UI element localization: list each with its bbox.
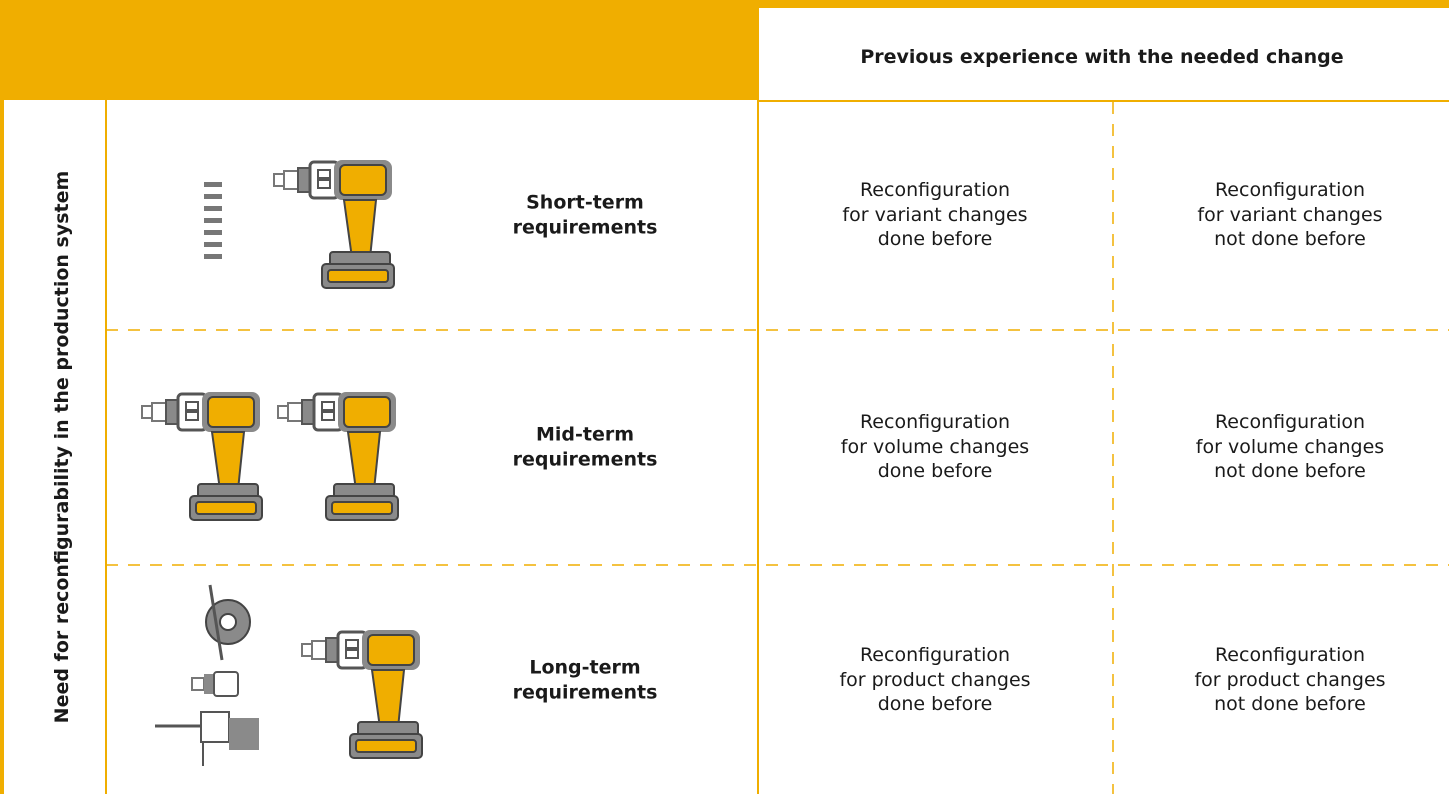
cell-text: Reconfiguration for variant changes done b… bbox=[842, 178, 1027, 252]
row-label-line: Long-term bbox=[529, 656, 641, 679]
cell-text-line: Reconfiguration bbox=[1214, 178, 1366, 201]
cell-text: Reconfiguration for volume changes not don… bbox=[1196, 410, 1384, 484]
cell-text-line: not done before bbox=[1214, 228, 1366, 251]
cell-text-line: for volume changes bbox=[1195, 435, 1385, 458]
row-label: Long-term requirements bbox=[513, 655, 658, 704]
side-label: Need for reconfigurability in the produc… bbox=[51, 170, 73, 724]
cell-text-line: Reconfiguration bbox=[1214, 643, 1366, 666]
row-label-line: Short-term bbox=[526, 191, 644, 214]
cell-text-line: Reconfiguration bbox=[859, 643, 1011, 666]
cell-text-line: done before bbox=[877, 693, 993, 716]
cell-text: Reconfiguration for variant changes not do… bbox=[1197, 178, 1382, 252]
cell-text: Reconfiguration for product changes not do… bbox=[1194, 643, 1385, 717]
cell-text-line: not done before bbox=[1214, 460, 1366, 483]
cell-text-line: for variant changes bbox=[842, 203, 1028, 226]
cell-text-line: for variant changes bbox=[1197, 203, 1383, 226]
row-label-line: requirements bbox=[512, 681, 658, 703]
row-label-line: requirements bbox=[512, 448, 658, 470]
cell-text-line: for volume changes bbox=[840, 435, 1030, 458]
row-label-line: requirements bbox=[512, 216, 658, 238]
cell-text-line: Reconfiguration bbox=[859, 178, 1011, 201]
cell-text-line: Reconfiguration bbox=[859, 410, 1011, 433]
cell-text: Reconfiguration for product changes done b… bbox=[839, 643, 1030, 717]
cell-text-line: not done before bbox=[1214, 693, 1366, 716]
cell-text-line: for product changes bbox=[1194, 668, 1386, 691]
cell-text: Reconfiguration for volume changes done be… bbox=[841, 410, 1029, 484]
cell-text-line: Reconfiguration bbox=[1214, 410, 1366, 433]
row-label: Short-term requirements bbox=[513, 190, 658, 239]
row-label-line: Mid-term bbox=[535, 423, 635, 446]
header-title: Previous experience with the needed chan… bbox=[860, 46, 1344, 68]
row-label: Mid-term requirements bbox=[513, 422, 658, 471]
cell-text-line: for product changes bbox=[839, 668, 1031, 691]
cell-text-line: done before bbox=[877, 228, 993, 251]
cell-text-line: done before bbox=[877, 460, 993, 483]
